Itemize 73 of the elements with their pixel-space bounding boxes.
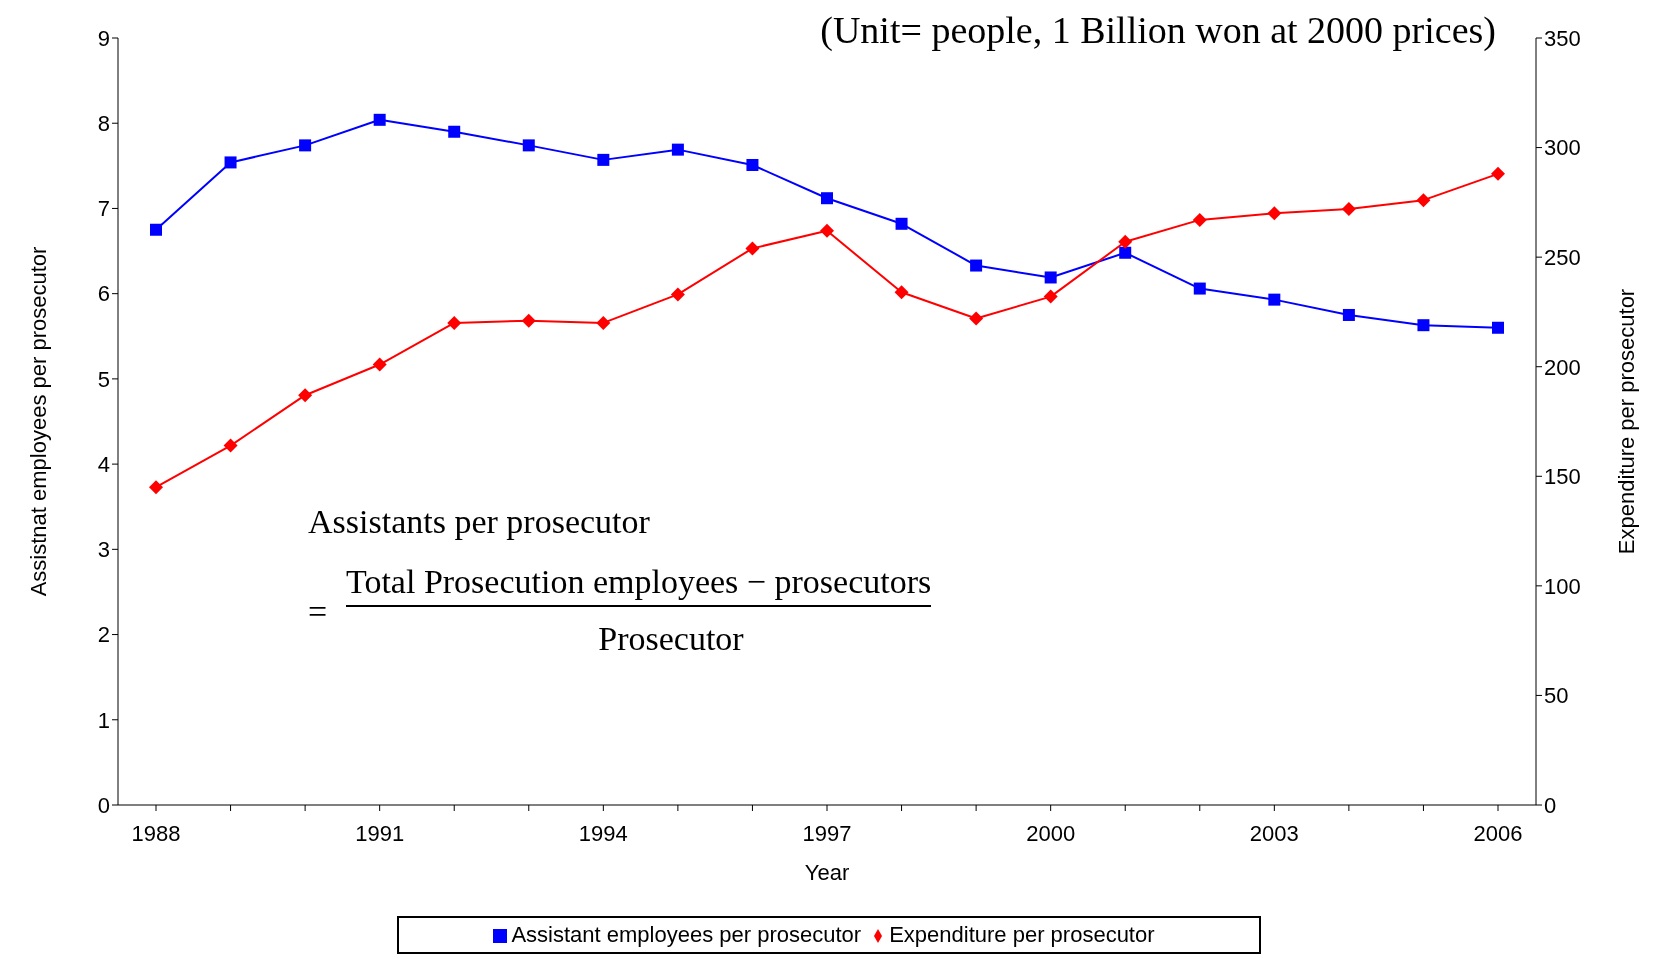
y-tick-label: 0 [97, 792, 110, 818]
y-tick-label: 6 [97, 281, 110, 307]
point [223, 438, 238, 453]
y2-axis-title: Expenditure per prosecutor [1613, 288, 1639, 555]
point [522, 139, 535, 152]
point [150, 223, 162, 236]
point [1492, 321, 1504, 334]
point [597, 153, 610, 166]
y-tick-label: 4 [97, 451, 110, 477]
y-tick-label: 8 [97, 111, 110, 137]
x-tick-label: 1991 [355, 820, 405, 846]
point [1192, 212, 1207, 227]
point [746, 158, 759, 171]
point [596, 315, 611, 330]
x-tick-label: 2003 [1249, 820, 1299, 846]
point [1416, 193, 1431, 208]
point [521, 313, 536, 328]
point [372, 357, 387, 372]
point [1342, 308, 1355, 321]
point [820, 223, 834, 238]
point [1417, 319, 1430, 332]
x-tick-label: 2006 [1473, 820, 1523, 846]
point [821, 192, 833, 205]
y2-tick-label: 150 [1544, 464, 1581, 490]
y2-tick-label: 250 [1544, 244, 1581, 270]
point [224, 156, 237, 169]
annotation: (Unit= people, 1 Billion won at 2000 prices) [820, 8, 1496, 52]
point [373, 113, 386, 126]
point [1044, 271, 1057, 284]
y2-tick-label: 350 [1544, 25, 1581, 51]
point [1119, 246, 1132, 259]
y2-tick-label: 300 [1544, 135, 1581, 161]
y-tick-label: 9 [97, 25, 110, 51]
point [1267, 206, 1282, 221]
y2-tick-label: 100 [1544, 573, 1581, 599]
point [671, 143, 684, 156]
y-axis-title: Assistnat employees per prosecutor [25, 246, 51, 597]
y2-tick-label: 50 [1544, 683, 1569, 709]
point [149, 480, 163, 495]
point [1118, 234, 1133, 249]
point [1268, 293, 1281, 306]
y-tick-label: 3 [97, 537, 110, 563]
point [1193, 282, 1206, 295]
x-axis-title: Year [804, 860, 850, 885]
point [447, 315, 462, 330]
x-tick-label: 1997 [802, 820, 852, 846]
point [1341, 201, 1356, 216]
x-tick-label: 1988 [131, 820, 181, 846]
y-tick-label: 2 [97, 622, 110, 648]
x-tick-label: 2000 [1026, 820, 1076, 846]
point [1043, 289, 1058, 304]
point [970, 259, 983, 272]
annotation: Total Prosecution employees − prosecutors [346, 563, 932, 607]
point [670, 287, 685, 302]
y-tick-label: 5 [97, 366, 110, 392]
annotation: Assistants per prosecutor [308, 503, 650, 541]
point [298, 388, 313, 403]
point [895, 217, 908, 230]
legend-label: Assistant employees per prosecutor [511, 922, 862, 947]
point [969, 311, 984, 326]
y2-tick-label: 200 [1544, 354, 1581, 380]
point [448, 125, 461, 138]
y2-tick-label: 0 [1544, 792, 1557, 818]
annotation: = [308, 593, 328, 631]
y-tick-label: 7 [97, 196, 110, 222]
point [894, 285, 909, 300]
point [299, 139, 312, 152]
legend-label: Expenditure per prosecutor [889, 922, 1155, 947]
annotation: Prosecutor [597, 620, 745, 658]
y-tick-label: 1 [97, 707, 110, 733]
point [745, 241, 760, 256]
x-tick-label: 1994 [578, 820, 628, 846]
point [1491, 166, 1505, 181]
